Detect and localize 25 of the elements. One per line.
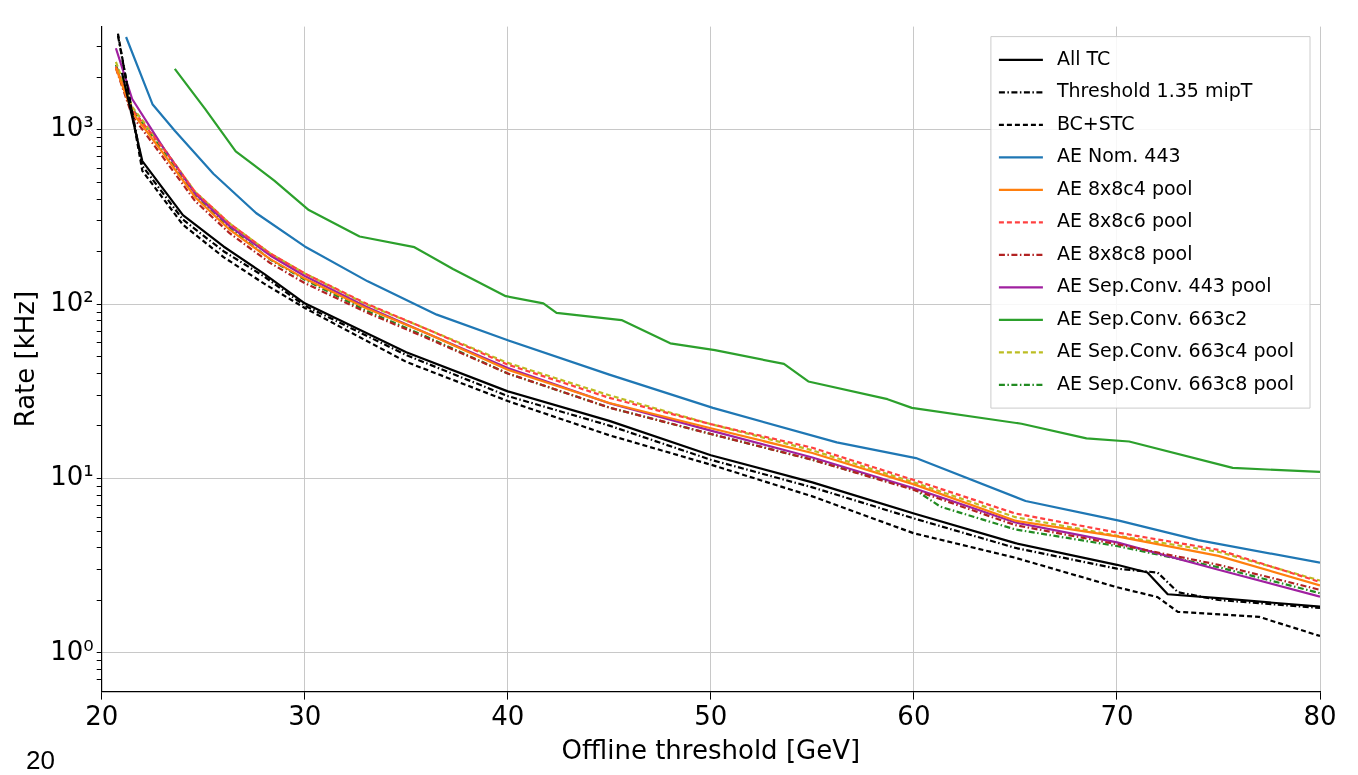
legend-label: AE 8x8c8 pool (1056, 241, 1193, 264)
legend-label: Threshold 1.35 mipT (1055, 79, 1253, 102)
legend-label: AE Nom. 443 (1056, 144, 1181, 167)
legend-label: AE 8x8c4 pool (1056, 176, 1193, 199)
y-tick-label: 10¹ (50, 461, 94, 492)
legend-label: AE Sep.Conv. 443 pool (1056, 274, 1272, 297)
x-axis-title: Offline threshold [GeV] (561, 735, 861, 766)
y-tick-label: 10² (50, 286, 94, 317)
x-tick-label: 20 (85, 700, 119, 731)
legend-label: All TC (1056, 46, 1111, 69)
legend-label: BC+STC (1056, 111, 1135, 134)
y-tick-label: 10⁰ (50, 635, 94, 666)
x-tick-label: 30 (288, 700, 322, 731)
legend-label: AE Sep.Conv. 663c4 pool (1056, 339, 1295, 362)
y-axis-title: Rate [kHz] (10, 290, 41, 428)
legend-label: AE 8x8c6 pool (1056, 209, 1193, 232)
text: 20 (26, 745, 55, 775)
y-tick-label: 10³ (50, 112, 94, 143)
legend-label: AE Sep.Conv. 663c8 pool (1056, 371, 1295, 394)
x-tick-label: 50 (694, 700, 728, 731)
legend-label: AE Sep.Conv. 663c2 (1056, 306, 1248, 329)
x-tick-label: 80 (1303, 700, 1337, 731)
x-tick-label: 40 (491, 700, 525, 731)
x-tick-label: 70 (1100, 700, 1134, 731)
x-tick-label: 60 (897, 700, 931, 731)
